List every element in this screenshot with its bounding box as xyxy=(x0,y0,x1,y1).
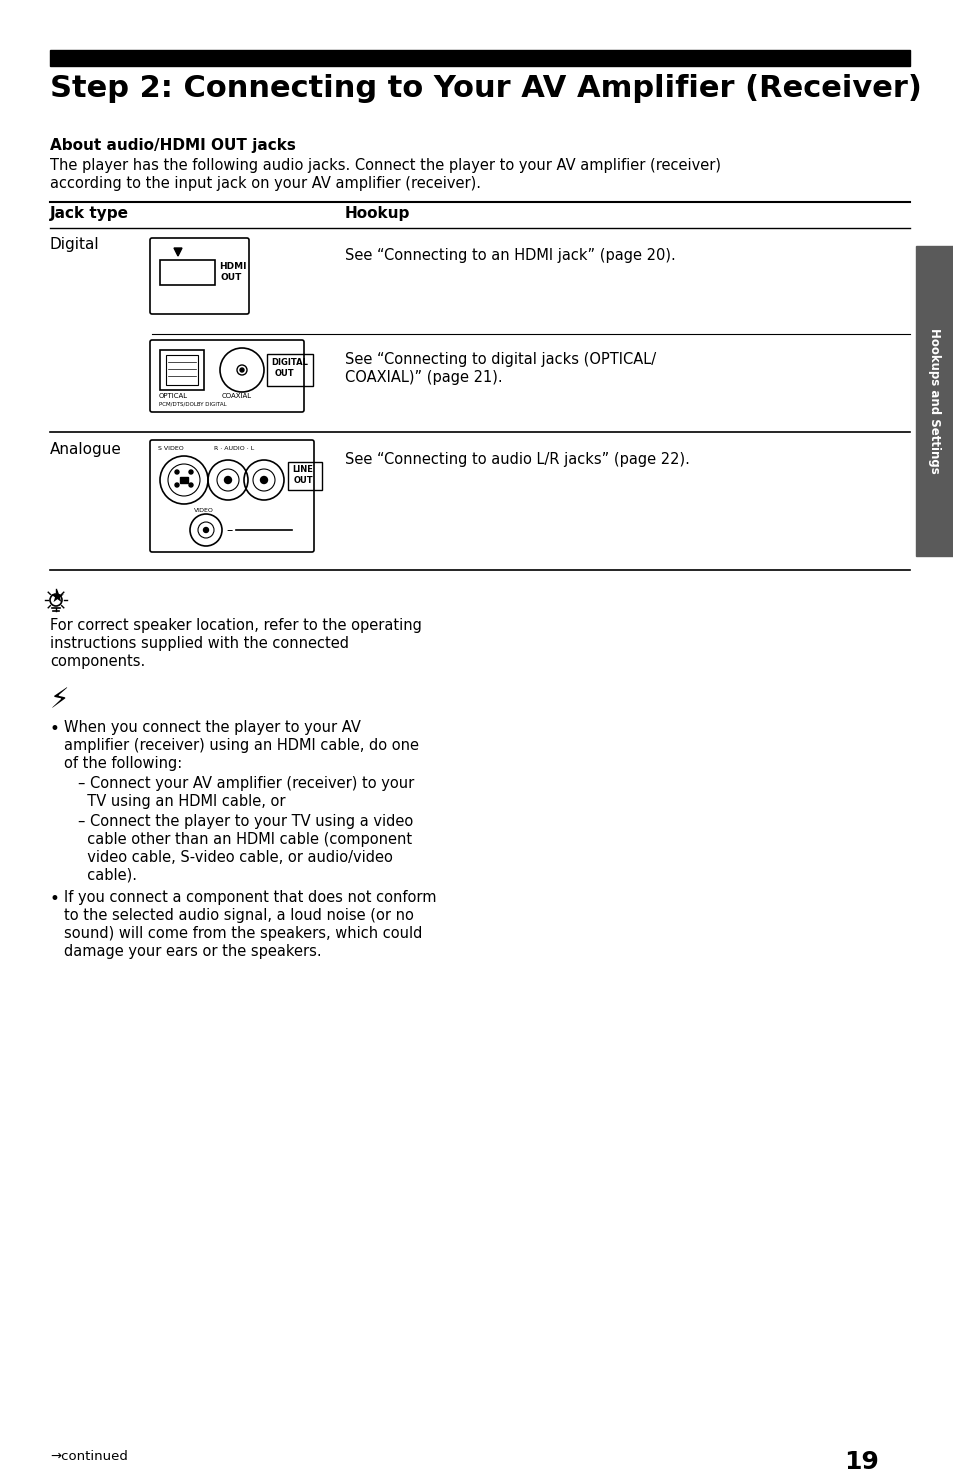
Text: LINE: LINE xyxy=(292,466,313,475)
Text: See “Connecting to digital jacks (OPTICAL/: See “Connecting to digital jacks (OPTICA… xyxy=(345,351,656,366)
Text: to the selected audio signal, a loud noise (or no: to the selected audio signal, a loud noi… xyxy=(64,908,414,922)
Text: Step 2: Connecting to Your AV Amplifier (Receiver): Step 2: Connecting to Your AV Amplifier … xyxy=(50,74,921,102)
Text: amplifier (receiver) using an HDMI cable, do one: amplifier (receiver) using an HDMI cable… xyxy=(64,739,418,753)
Circle shape xyxy=(224,476,232,483)
Text: TV using an HDMI cable, or: TV using an HDMI cable, or xyxy=(78,793,285,810)
Circle shape xyxy=(174,483,179,486)
Text: S VIDEO: S VIDEO xyxy=(158,446,184,451)
Text: COAXIAL)” (page 21).: COAXIAL)” (page 21). xyxy=(345,369,502,386)
Text: OUT: OUT xyxy=(294,476,314,485)
Bar xyxy=(267,354,313,386)
Text: If you connect a component that does not conform: If you connect a component that does not… xyxy=(64,890,436,905)
Text: instructions supplied with the connected: instructions supplied with the connected xyxy=(50,636,349,651)
Text: Hookup: Hookup xyxy=(345,206,410,221)
Text: COAXIAL: COAXIAL xyxy=(222,393,252,399)
Text: ⚡: ⚡ xyxy=(50,687,70,713)
Text: cable).: cable). xyxy=(78,868,137,882)
Text: PCM/DTS/DOLBY DIGITAL: PCM/DTS/DOLBY DIGITAL xyxy=(159,400,227,406)
Bar xyxy=(180,478,188,483)
Text: OPTICAL: OPTICAL xyxy=(159,393,188,399)
Bar xyxy=(160,260,214,285)
Circle shape xyxy=(189,470,193,475)
Circle shape xyxy=(189,483,193,486)
Text: About audio/HDMI OUT jacks: About audio/HDMI OUT jacks xyxy=(50,138,295,153)
Text: For correct speaker location, refer to the operating: For correct speaker location, refer to t… xyxy=(50,618,421,633)
Text: •: • xyxy=(50,890,60,908)
Text: components.: components. xyxy=(50,654,145,669)
Text: according to the input jack on your AV amplifier (receiver).: according to the input jack on your AV a… xyxy=(50,176,480,191)
Text: ★: ★ xyxy=(50,587,65,607)
Text: →continued: →continued xyxy=(50,1450,128,1464)
Text: of the following:: of the following: xyxy=(64,756,182,771)
Text: Jack type: Jack type xyxy=(50,206,129,221)
Circle shape xyxy=(174,470,179,475)
Text: OUT: OUT xyxy=(274,369,294,378)
Text: –: – xyxy=(226,523,232,537)
Bar xyxy=(288,463,322,489)
Text: Analogue: Analogue xyxy=(50,442,122,457)
Bar xyxy=(50,50,909,67)
Text: When you connect the player to your AV: When you connect the player to your AV xyxy=(64,721,360,736)
Bar xyxy=(915,246,953,556)
Polygon shape xyxy=(173,248,182,257)
Text: 19: 19 xyxy=(843,1450,879,1474)
Text: Hookups and Settings: Hookups and Settings xyxy=(927,328,941,475)
Circle shape xyxy=(203,528,209,532)
Text: Digital: Digital xyxy=(50,237,99,252)
Text: – Connect the player to your TV using a video: – Connect the player to your TV using a … xyxy=(78,814,413,829)
Text: OUT: OUT xyxy=(221,273,242,282)
Text: •: • xyxy=(50,721,60,739)
Text: sound) will come from the speakers, which could: sound) will come from the speakers, whic… xyxy=(64,925,422,942)
Circle shape xyxy=(260,476,267,483)
Circle shape xyxy=(240,368,244,372)
Text: – Connect your AV amplifier (receiver) to your: – Connect your AV amplifier (receiver) t… xyxy=(78,776,414,790)
Text: DIGITAL: DIGITAL xyxy=(271,357,308,366)
Text: cable other than an HDMI cable (component: cable other than an HDMI cable (componen… xyxy=(78,832,412,847)
Text: video cable, S-video cable, or audio/video: video cable, S-video cable, or audio/vid… xyxy=(78,850,393,865)
Text: R · AUDIO · L: R · AUDIO · L xyxy=(213,446,254,451)
Text: The player has the following audio jacks. Connect the player to your AV amplifie: The player has the following audio jacks… xyxy=(50,159,720,174)
Text: VIDEO: VIDEO xyxy=(193,509,213,513)
Text: HDMI: HDMI xyxy=(219,262,246,271)
Text: See “Connecting to audio L/R jacks” (page 22).: See “Connecting to audio L/R jacks” (pag… xyxy=(345,452,689,467)
Bar xyxy=(160,350,204,390)
Text: damage your ears or the speakers.: damage your ears or the speakers. xyxy=(64,945,321,960)
Bar xyxy=(166,354,198,386)
Text: See “Connecting to an HDMI jack” (page 20).: See “Connecting to an HDMI jack” (page 2… xyxy=(345,248,675,262)
